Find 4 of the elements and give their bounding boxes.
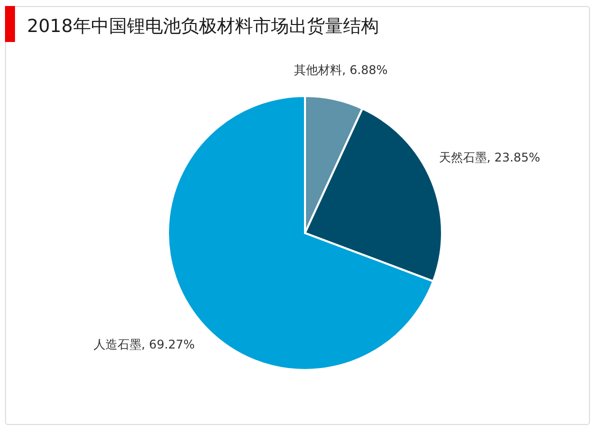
slice-label: 人造石墨, 69.27% [93,337,195,352]
chart-title: 2018年中国锂电池负极材料市场出货量结构 [27,16,379,37]
slice-label: 天然石墨, 23.85% [438,150,540,164]
slice-label: 其他材料, 6.88% [294,62,388,77]
